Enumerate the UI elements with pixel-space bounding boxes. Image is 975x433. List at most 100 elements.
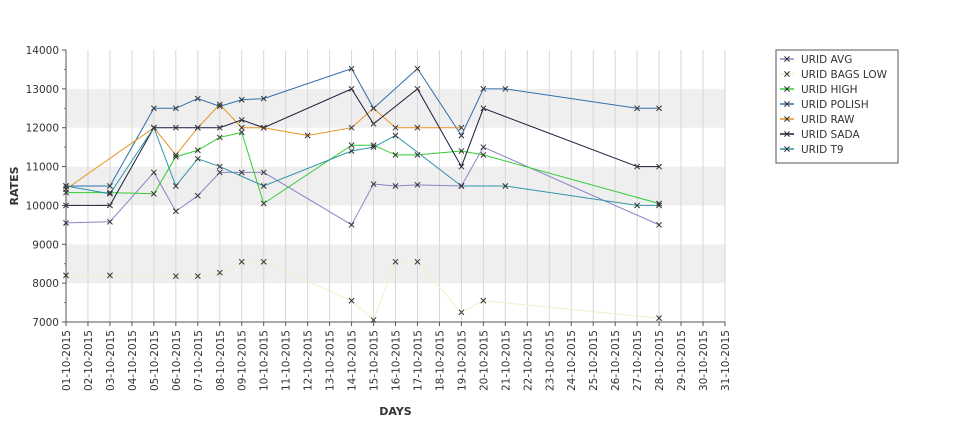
legend-label-urid-polish: URID POLISH (801, 99, 869, 111)
data-point-urid-raw (172, 151, 179, 158)
x-tick-label: 25-10-2015 (588, 330, 600, 391)
x-tick-label: 03-10-2015 (105, 330, 117, 391)
x-axis-ticks: 01-10-2015 02-10-2015 03-10-2015 04-10-2015… (61, 322, 732, 391)
data-point-urid-high (458, 148, 465, 154)
x-tick-label: 23-10-2015 (544, 330, 556, 391)
x-axis-title: DAYS (379, 405, 412, 418)
y-tick-label: 13000 (26, 84, 59, 96)
data-point-urid-polish (634, 105, 641, 112)
data-point-urid-raw (216, 101, 223, 108)
series-line-urid-polish (66, 67, 660, 187)
data-point-urid-sada (370, 120, 377, 127)
legend-marker-urid-avg (784, 56, 790, 62)
data-point-urid-avg (370, 181, 377, 188)
series-line-urid-bags-low (66, 261, 660, 321)
data-point-urid-polish (348, 65, 355, 72)
x-tick-label: 05-10-2015 (149, 330, 161, 391)
data-point-urid-avg (216, 169, 223, 176)
data-point-urid-raw (458, 124, 465, 131)
x-tick-label: 26-10-2015 (610, 330, 622, 391)
data-point-urid-high (106, 189, 113, 196)
x-tick-label: 16-10-2015 (391, 330, 403, 391)
data-point-urid-sada (414, 85, 421, 92)
data-point-urid-t9 (172, 183, 179, 189)
x-tick-label: 31-10-2015 (720, 330, 732, 391)
data-point-urid-avg (414, 181, 421, 188)
x-tick-label: 14-10-2015 (347, 330, 359, 391)
legend-marker-urid-raw (784, 116, 790, 122)
legend-label-urid-high: URID HIGH (801, 84, 858, 96)
data-point-urid-avg (172, 208, 179, 215)
data-point-urid-bags-low (414, 258, 421, 265)
data-point-urid-t9 (370, 144, 377, 151)
data-point-urid-bags-low (348, 297, 355, 304)
legend-label-urid-avg: URID AVG (801, 54, 852, 66)
data-point-urid-sada (172, 124, 179, 131)
y-tick-label: 14000 (26, 45, 59, 57)
data-point-urid-polish (414, 65, 421, 72)
x-tick-label: 22-10-2015 (522, 330, 534, 391)
data-point-urid-sada (63, 202, 69, 209)
data-point-urid-bags-low (172, 273, 179, 280)
y-tick-label: 12000 (26, 123, 59, 135)
data-point-urid-raw (414, 124, 421, 131)
x-tick-label: 18-10-2015 (434, 330, 446, 391)
data-point-urid-t9 (63, 183, 69, 189)
data-point-urid-sada (216, 124, 223, 131)
data-point-urid-t9 (348, 148, 355, 154)
legend-marker-urid-high (784, 86, 790, 92)
data-point-urid-high (172, 153, 179, 160)
x-tick-label: 06-10-2015 (171, 330, 183, 391)
legend: URID AVG URID BAGS LOW URID HIGH URID POLIS… (775, 49, 899, 164)
data-point-urid-sada (106, 202, 113, 209)
data-point-urid-polish (260, 95, 267, 102)
data-point-urid-high (656, 200, 663, 207)
data-point-urid-t9 (656, 202, 663, 209)
data-point-urid-avg (194, 192, 201, 199)
x-tick-label: 10-10-2015 (259, 330, 271, 391)
x-tick-label: 20-10-2015 (478, 330, 490, 391)
data-point-urid-polish (216, 103, 223, 110)
x-tick-label: 15-10-2015 (369, 330, 381, 391)
data-point-urid-raw (348, 124, 355, 131)
data-point-urid-bags-low (238, 258, 245, 265)
data-point-urid-bags-low (370, 317, 377, 324)
data-point-urid-polish (238, 96, 245, 103)
data-point-urid-bags-low (458, 309, 465, 316)
data-point-urid-bags-low (260, 258, 267, 265)
data-point-urid-avg (656, 221, 663, 228)
data-point-urid-bags-low (63, 272, 69, 279)
data-point-urid-avg (260, 169, 267, 176)
x-tick-label: 11-10-2015 (281, 330, 293, 391)
x-tick-label: 24-10-2015 (566, 330, 578, 391)
x-tick-label: 28-10-2015 (654, 330, 666, 391)
legend-marker-urid-polish (784, 101, 790, 107)
data-point-urid-polish (480, 85, 487, 92)
data-point-urid-high (348, 142, 355, 149)
data-point-urid-sada (480, 105, 487, 112)
x-tick-label: 01-10-2015 (61, 330, 73, 391)
data-point-urid-high (260, 200, 267, 207)
data-point-urid-high (238, 129, 245, 136)
legend-marker-urid-t9 (784, 146, 790, 152)
data-point-urid-polish (194, 95, 201, 102)
data-point-urid-t9 (634, 202, 641, 209)
y-tick-label: 10000 (26, 200, 59, 212)
data-point-urid-t9 (260, 183, 267, 189)
data-point-urid-raw (304, 132, 311, 139)
data-point-urid-raw (370, 105, 377, 112)
legend-marker-urid-bags-low (784, 71, 790, 77)
data-point-urid-high (392, 151, 399, 158)
data-point-urid-t9 (392, 132, 399, 139)
x-tick-label: 12-10-2015 (303, 330, 315, 391)
x-tick-label: 19-10-2015 (456, 330, 468, 391)
x-tick-label: 17-10-2015 (412, 330, 424, 391)
y-axis-title: RATES (8, 166, 21, 205)
data-point-urid-polish (502, 85, 509, 92)
x-tick-label: 29-10-2015 (676, 330, 688, 391)
legend-label-urid-raw: URID RAW (801, 114, 855, 126)
data-point-urid-sada (260, 124, 267, 131)
data-point-urid-sada (348, 85, 355, 92)
data-point-urid-t9 (150, 124, 157, 131)
